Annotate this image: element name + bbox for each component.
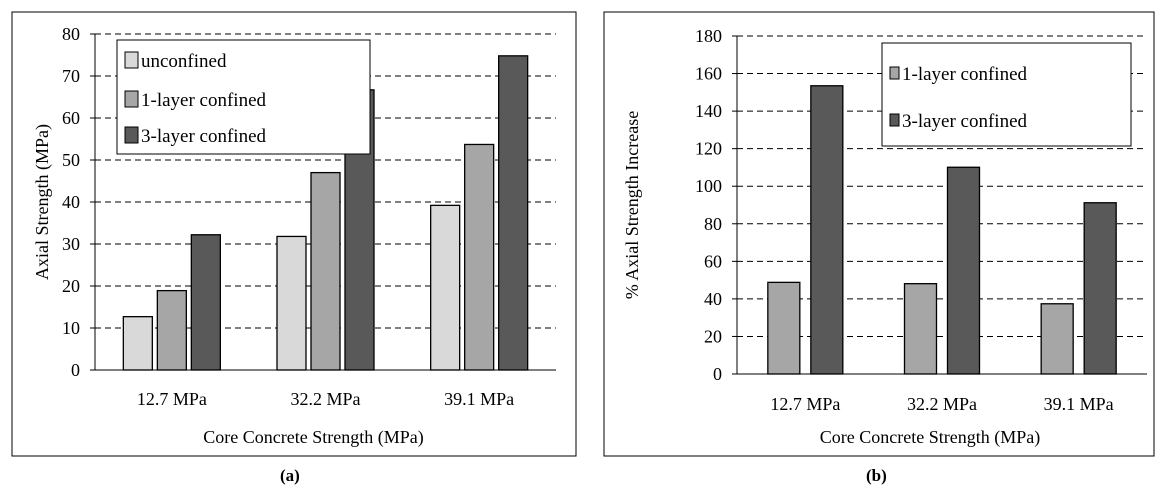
chart1-y-tick-label: 160	[695, 64, 722, 84]
chart0-legend-label: 1-layer confined	[141, 90, 267, 111]
chart0-bar	[276, 235, 307, 371]
chart1-bar	[946, 166, 981, 375]
chart1-y-tick-label: 180	[695, 26, 722, 46]
chart0-x-axis-title: Core Concrete Strength (MPa)	[203, 427, 423, 448]
panel-b-label: (b)	[866, 466, 887, 485]
chart1-legend-label: 3-layer confined	[902, 111, 1028, 132]
chart0-bar	[190, 234, 221, 371]
chart1-frame	[603, 11, 1155, 457]
chart0-y-tick-label: 40	[62, 192, 80, 212]
chart1-y-tick-label: 100	[695, 176, 722, 196]
chart0-legend-label: unconfined	[141, 51, 227, 72]
chart0-legend-swatch	[124, 51, 139, 69]
chart1-y-tick-label: 140	[695, 101, 722, 121]
chart0-y-tick-label: 30	[62, 234, 80, 254]
chart0-x-tick-label: 12.7 MPa	[137, 389, 207, 409]
chart1-bar	[810, 85, 844, 375]
chart1-bar	[1040, 303, 1074, 375]
chart0-y-tick-label: 70	[62, 66, 80, 86]
chart1-legend-swatch	[889, 113, 900, 127]
chart0-legend-swatch	[124, 90, 139, 108]
chart1-x-axis-title: Core Concrete Strength (MPa)	[820, 427, 1040, 448]
chart0-y-tick-label: 20	[62, 276, 80, 296]
chart1-bar	[767, 281, 801, 375]
chart0-bar	[498, 55, 529, 371]
chart1-y-tick-label: 20	[704, 326, 722, 346]
chart0-legend-label: 3-layer confined	[141, 126, 267, 147]
chart1-bar	[1083, 202, 1117, 375]
chart1-legend-box	[881, 42, 1132, 147]
chart1-x-tick-label: 39.1 MPa	[1044, 394, 1114, 414]
chart0-legend-box	[116, 39, 371, 155]
chart1-x-tick-label: 12.7 MPa	[770, 394, 840, 414]
chart0-bar	[122, 316, 153, 371]
chart0-bar	[310, 171, 341, 371]
chart1-x-tick-label: 32.2 MPa	[907, 394, 977, 414]
chart0-legend-swatch	[124, 126, 139, 144]
chart1-legend-label: 1-layer confined	[902, 64, 1028, 85]
chart0-y-tick-label: 80	[62, 24, 80, 44]
chart0-frame	[11, 11, 577, 457]
chart1-y-tick-label: 120	[695, 139, 722, 159]
chart1-y-tick-label: 80	[704, 214, 722, 234]
chart0-y-tick-label: 10	[62, 318, 80, 338]
chart0-bar	[156, 289, 187, 371]
chart1-y-tick-label: 60	[704, 251, 722, 271]
chart0-bar	[430, 204, 461, 371]
chart0-y-tick-label: 0	[71, 360, 80, 380]
chart1-legend-swatch	[889, 66, 900, 80]
chart0-bar	[464, 143, 495, 371]
chart0-x-tick-label: 32.2 MPa	[290, 389, 360, 409]
chart0-y-tick-label: 50	[62, 150, 80, 170]
chart1-y-tick-label: 40	[704, 289, 722, 309]
chart1-y-tick-label: 0	[713, 364, 722, 384]
chart1-y-axis-title: % Axial Strength Increase	[622, 111, 642, 299]
panel-a-label: (a)	[280, 466, 300, 485]
chart0-y-axis-title: Axial Strength (MPa)	[32, 124, 53, 280]
chart1-bar	[903, 283, 938, 375]
chart0-y-tick-label: 60	[62, 108, 80, 128]
chart0-x-tick-label: 39.1 MPa	[444, 389, 514, 409]
